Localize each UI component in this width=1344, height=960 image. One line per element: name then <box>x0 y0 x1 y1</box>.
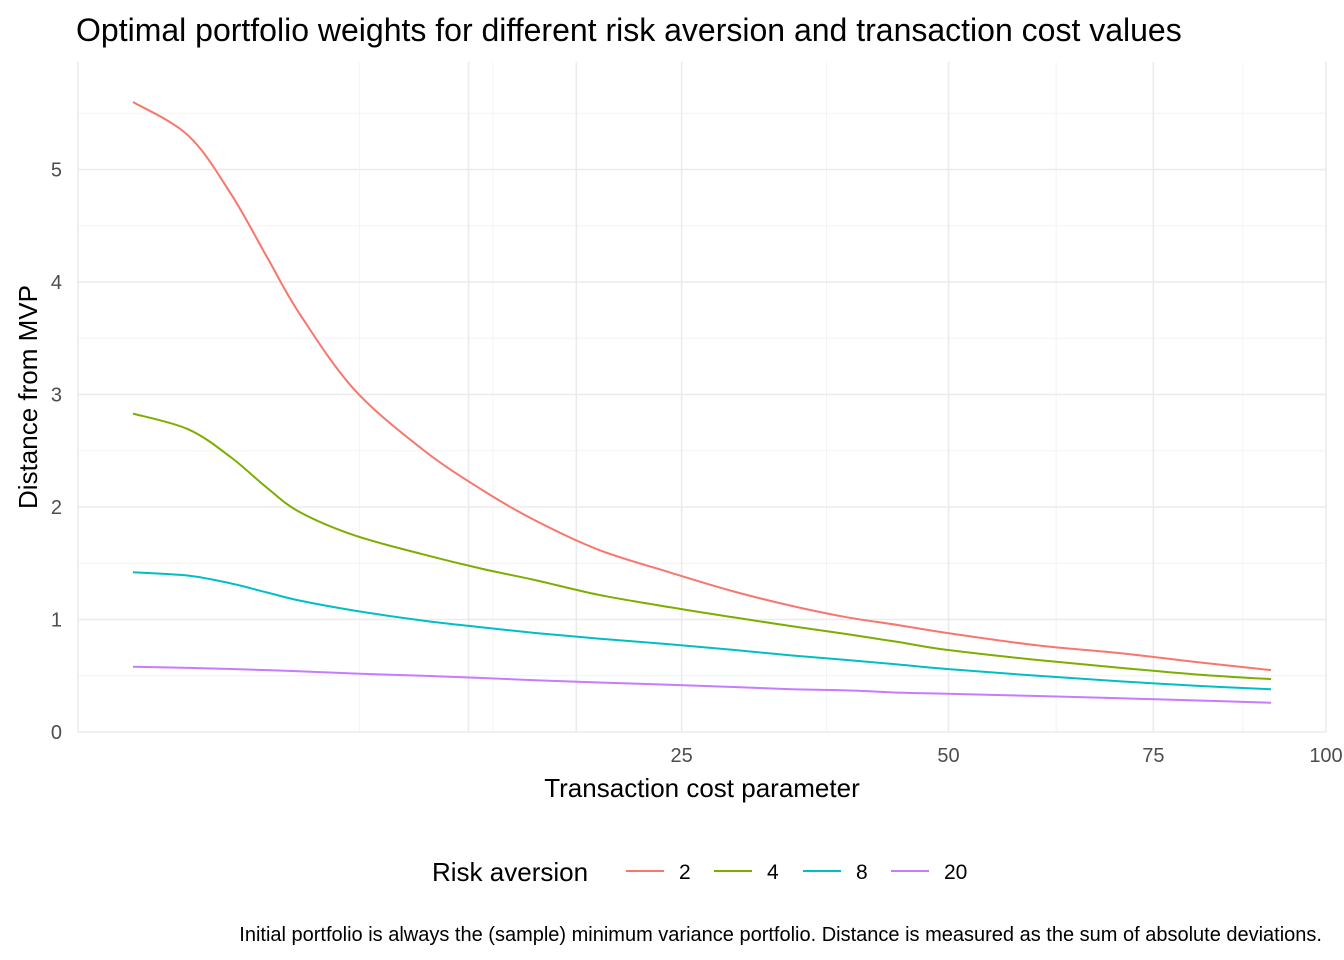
y-axis-title: Distance from MVP <box>13 285 43 509</box>
series-line-8 <box>132 571 1272 691</box>
x-axis-ticks: 25 50 75 100 <box>670 745 1342 767</box>
chart-caption: Initial portfolio is always the (sample)… <box>239 924 1322 946</box>
y-tick-label: 2 <box>51 497 62 519</box>
plot-area <box>77 62 1327 733</box>
series-line-2 <box>132 101 1272 672</box>
chart-title: Optimal portfolio weights for different … <box>76 12 1182 48</box>
legend-label-2: 2 <box>679 861 691 884</box>
x-axis-title: Transaction cost parameter <box>544 773 860 803</box>
x-tick-label: 25 <box>670 745 692 767</box>
y-tick-label: 1 <box>51 610 62 632</box>
series-line-20 <box>132 665 1272 704</box>
y-tick-label: 0 <box>51 722 62 744</box>
series-lines <box>132 101 1272 704</box>
x-tick-label: 75 <box>1142 745 1164 767</box>
x-tick-label: 50 <box>937 745 959 767</box>
legend-label-20: 20 <box>944 861 967 884</box>
grid-lines <box>77 62 1327 733</box>
legend: Risk aversion 2 4 8 20 <box>432 857 967 887</box>
series-line-4 <box>132 412 1272 681</box>
legend-label-8: 8 <box>856 861 868 884</box>
y-tick-label: 4 <box>51 272 62 294</box>
y-tick-label: 3 <box>51 385 62 407</box>
y-tick-label: 5 <box>51 160 62 182</box>
y-axis-ticks: 0 1 2 3 4 5 <box>51 160 62 745</box>
legend-items: 2 4 8 20 <box>626 861 967 884</box>
legend-label-4: 4 <box>767 861 779 884</box>
x-tick-label: 100 <box>1309 745 1342 767</box>
legend-title: Risk aversion <box>432 857 588 887</box>
